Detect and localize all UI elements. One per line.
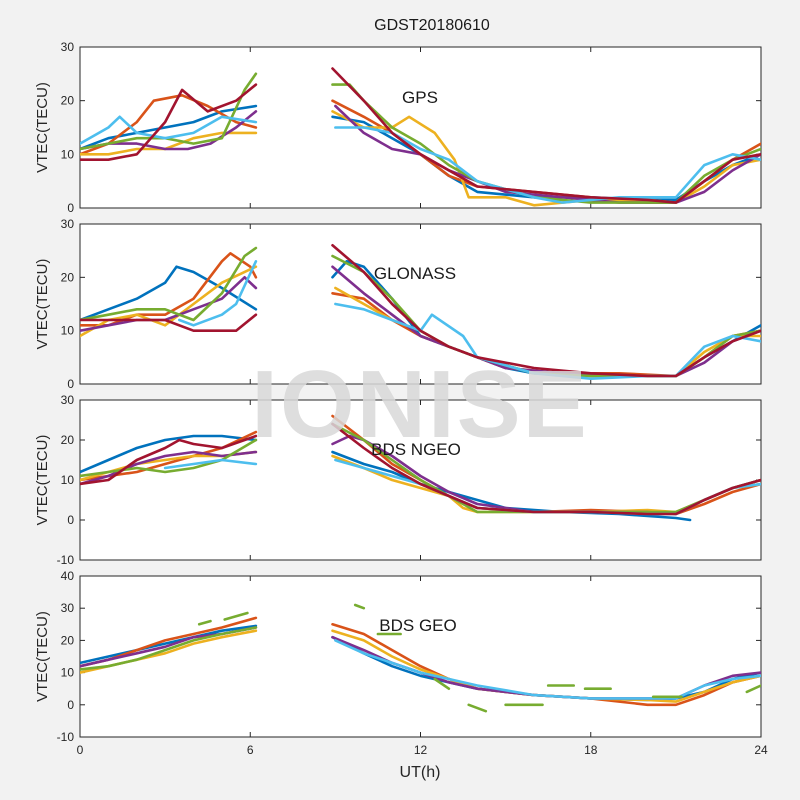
series-line-6 <box>80 83 258 161</box>
series-line-13 <box>331 244 761 378</box>
panel-1: 0 10 20 30 VTEC(TECU) GLONASS <box>34 217 762 391</box>
y-tick-label: 0 <box>67 513 74 527</box>
series-segment-4 <box>433 677 451 690</box>
series-line-9 <box>331 110 761 207</box>
series-line-12 <box>334 302 761 380</box>
panel-label: GLONASS <box>374 264 456 283</box>
y-tick-label: 20 <box>61 633 75 647</box>
panel-0: 0 10 20 30 VTEC(TECU) GPS <box>34 40 762 215</box>
series-line-5 <box>178 260 258 327</box>
series-line-0 <box>80 624 258 665</box>
series-line-10 <box>334 104 761 204</box>
panels: 0 10 20 30 VTEC(TECU) GPS 0 10 20 30 VTEC(TECU) GLO… <box>34 40 768 757</box>
y-axis-label: VTEC(TECU) <box>34 435 51 526</box>
watermark: IONISE <box>251 351 588 458</box>
y-tick-label: 10 <box>61 147 75 161</box>
x-tick-label: 12 <box>414 743 428 757</box>
y-tick-label: 20 <box>61 270 75 284</box>
series-group <box>80 603 761 713</box>
series-line-5 <box>163 458 258 470</box>
x-tick-label: 0 <box>77 743 84 757</box>
panel-label: BDS NGEO <box>371 440 461 459</box>
y-axis-label: VTEC(TECU) <box>34 611 51 702</box>
series-line-13 <box>331 67 761 204</box>
series-line-4 <box>80 626 258 671</box>
series-line-3 <box>80 450 258 486</box>
y-tick-label: 10 <box>61 473 75 487</box>
x-tick-label: 6 <box>247 743 254 757</box>
x-axis-label: UT(h) <box>400 764 441 781</box>
x-tick-label: 18 <box>584 743 598 757</box>
y-axis-label: VTEC(TECU) <box>34 259 51 350</box>
y-tick-label: 10 <box>61 666 75 680</box>
y-tick-label: 20 <box>61 433 75 447</box>
series-line-5 <box>80 115 258 145</box>
y-tick-label: 30 <box>61 217 75 231</box>
y-tick-label: 40 <box>61 569 75 583</box>
series-segment-1 <box>223 611 249 621</box>
x-tick-label: 24 <box>754 743 768 757</box>
series-segment-10 <box>745 684 761 694</box>
panel-label: GPS <box>402 88 438 107</box>
series-line-0 <box>80 434 258 474</box>
panel-2: -10 0 10 20 30 VTEC(TECU) BDS NGEO <box>34 393 762 567</box>
series-line-6 <box>80 434 258 486</box>
y-tick-label: 10 <box>61 324 75 338</box>
plot-area <box>79 46 762 209</box>
series-group <box>80 67 761 207</box>
series-line-10 <box>331 265 761 378</box>
series-line-4 <box>80 246 258 322</box>
series-group <box>80 244 761 380</box>
series-line-13 <box>331 422 761 516</box>
series-line-7 <box>331 450 692 522</box>
y-tick-label: -10 <box>57 730 75 744</box>
series-line-0 <box>80 104 258 151</box>
series-line-9 <box>334 639 761 700</box>
y-tick-label: 30 <box>61 40 75 54</box>
series-line-1 <box>80 252 258 327</box>
panel-label: BDS GEO <box>379 616 456 635</box>
plot-area <box>79 575 762 738</box>
y-tick-label: 0 <box>67 201 74 215</box>
y-tick-label: -10 <box>57 553 75 567</box>
series-line-6 <box>80 313 258 332</box>
y-tick-label: 0 <box>67 377 74 391</box>
y-tick-label: 0 <box>67 698 74 712</box>
y-tick-label: 30 <box>61 601 75 615</box>
y-tick-label: 20 <box>61 94 75 108</box>
series-segment-5 <box>467 703 488 713</box>
figure-title: GDST20180610 <box>374 17 490 34</box>
y-tick-label: 30 <box>61 393 75 407</box>
series-segment-2 <box>353 603 366 610</box>
series-segment-0 <box>197 619 212 626</box>
series-group <box>80 414 761 522</box>
y-axis-label: VTEC(TECU) <box>34 82 51 173</box>
